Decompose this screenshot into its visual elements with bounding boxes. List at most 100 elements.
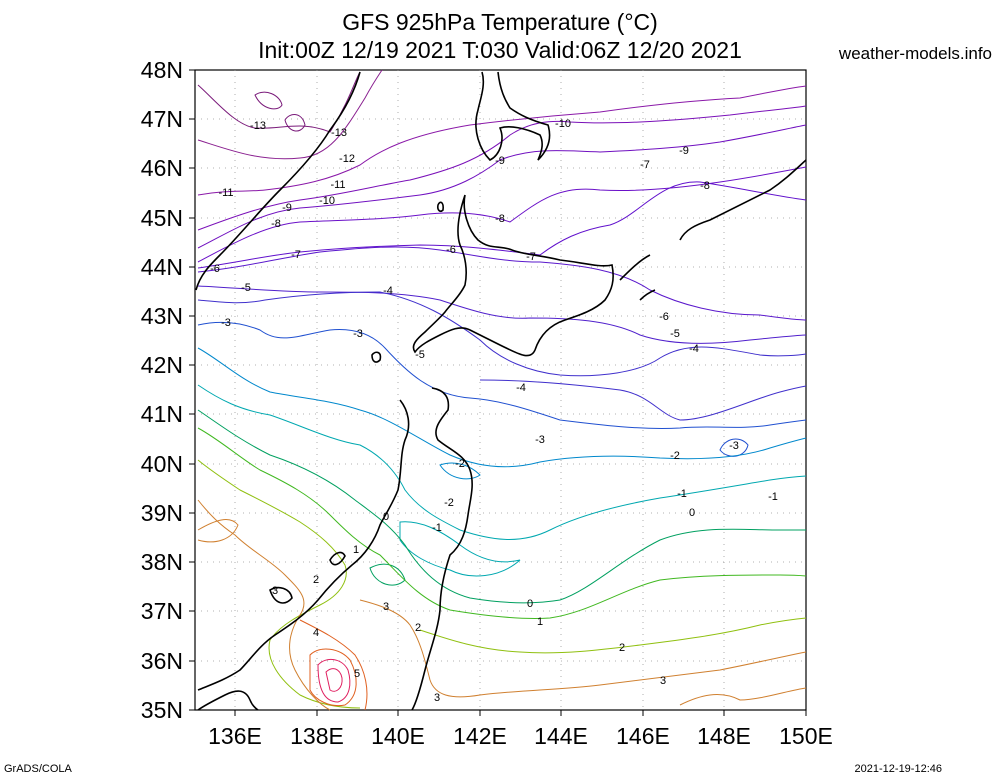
contour-label: 2 (619, 642, 625, 654)
contour-label: -10 (555, 118, 571, 130)
lon-label: 150E (779, 723, 833, 749)
contour-label: -2 (444, 497, 454, 509)
contour-label: -9 (495, 155, 505, 167)
isotherm-m12 (197, 69, 383, 160)
isotherm-m13 (284, 114, 306, 132)
axis-ticks (189, 69, 807, 716)
lat-label: 39N (141, 500, 183, 526)
contour-label: 2 (313, 574, 319, 586)
coastlines (195, 71, 807, 711)
isotherm-m1b (399, 521, 521, 577)
lon-label: 144E (534, 723, 588, 749)
lon-label: 146E (616, 723, 670, 749)
contour-label: -11 (330, 179, 345, 191)
contour-label: -10 (319, 195, 335, 207)
isotherm-m5 (197, 285, 807, 344)
isotherm-p2b (419, 617, 807, 654)
contour-label: -6 (446, 244, 456, 256)
lat-label: 35N (141, 697, 183, 723)
lat-label: 46N (141, 155, 183, 181)
isotherm-m6 (197, 246, 807, 321)
contour-label: -3 (353, 328, 363, 340)
isotherm-m2 (197, 347, 807, 468)
contour-label: 3 (272, 585, 278, 597)
coast-noto (269, 586, 293, 604)
coast-kurils-east (619, 159, 807, 301)
lat-label: 36N (141, 648, 183, 674)
contour-label: -7 (640, 159, 650, 171)
isotherm-m4b (479, 379, 807, 421)
map-frame (194, 69, 807, 711)
contour-label: 5 (354, 668, 360, 680)
map-title: GFS 925hPa Temperature (°C) (342, 9, 658, 35)
lat-label: 40N (141, 451, 183, 477)
isotherm-m2b (439, 462, 481, 480)
contour-label: 4 (313, 627, 319, 639)
contour-label: -6 (210, 263, 220, 275)
isotherm-p5 (317, 658, 351, 703)
lat-label: 44N (141, 254, 183, 280)
coast-hokkaido (412, 194, 614, 357)
footer-timestamp: 2021-12-19-12:46 (854, 763, 942, 775)
contour-label: 3 (434, 692, 440, 704)
lat-label: 41N (141, 401, 183, 427)
coast-asia-mainland (195, 71, 361, 291)
contour-label: 3 (383, 601, 389, 613)
coast-oshima (371, 351, 382, 363)
isotherm-m3 (197, 321, 807, 429)
contour-label: -4 (383, 285, 393, 297)
lat-label: 38N (141, 549, 183, 575)
isotherm-p4 (299, 619, 368, 711)
lat-label: 43N (141, 303, 183, 329)
map-subtitle: Init:00Z 12/19 2021 T:030 Valid:06Z 12/2… (258, 37, 742, 63)
lon-label: 138E (290, 723, 344, 749)
footer-software: GrADS/COLA (4, 763, 72, 775)
contour-label: -7 (291, 249, 301, 261)
contour-label: -8 (700, 180, 710, 192)
isotherm-p3d (679, 687, 807, 706)
contour-label: -1 (432, 522, 442, 534)
contour-label: -11 (218, 187, 233, 199)
contour-label: -12 (339, 153, 355, 165)
contour-label: -13 (331, 127, 347, 139)
coast-honshu-south (197, 690, 259, 711)
isotherm-p1 (197, 427, 807, 619)
contour-label: -8 (495, 213, 505, 225)
coast-sado (329, 551, 346, 566)
contour-label: 0 (383, 511, 389, 523)
isotherm-m4 (197, 291, 807, 377)
lat-label: 47N (141, 106, 183, 132)
isotherm-m10 (197, 105, 807, 231)
isotherm-p3b (359, 599, 807, 698)
contour-label: -8 (271, 218, 281, 230)
contour-label: -3 (729, 440, 739, 452)
contour-label: -3 (221, 317, 231, 329)
isotherm-m3-loop (719, 438, 749, 457)
isotherm-z0 (197, 409, 806, 604)
contour-label: 0 (689, 507, 695, 519)
lon-label: 148E (697, 723, 751, 749)
isotherm-m13 (197, 71, 361, 133)
lat-label: 42N (141, 352, 183, 378)
contour-label: -2 (455, 458, 465, 470)
isotherm-m8 (197, 166, 807, 263)
contour-label: -4 (516, 382, 526, 394)
contour-label: -1 (768, 491, 778, 503)
coast-honshu-west (197, 399, 410, 691)
isotherm-p2 (197, 459, 361, 709)
isotherm-m7 (197, 181, 807, 269)
contour-label: -7 (526, 251, 536, 263)
coast-sakhalin (475, 71, 551, 161)
contour-label: -1 (677, 488, 687, 500)
contour-label: -5 (241, 282, 251, 294)
lat-label: 37N (141, 598, 183, 624)
lon-label: 142E (453, 723, 507, 749)
isotherm-p4b (309, 648, 357, 707)
contour-label: 1 (537, 616, 543, 628)
site-credit: weather-models.info (838, 44, 992, 63)
lon-label: 140E (371, 723, 425, 749)
coast-honshu-north (411, 387, 473, 711)
contour-label: -3 (535, 434, 545, 446)
contour-label: -13 (250, 120, 266, 132)
